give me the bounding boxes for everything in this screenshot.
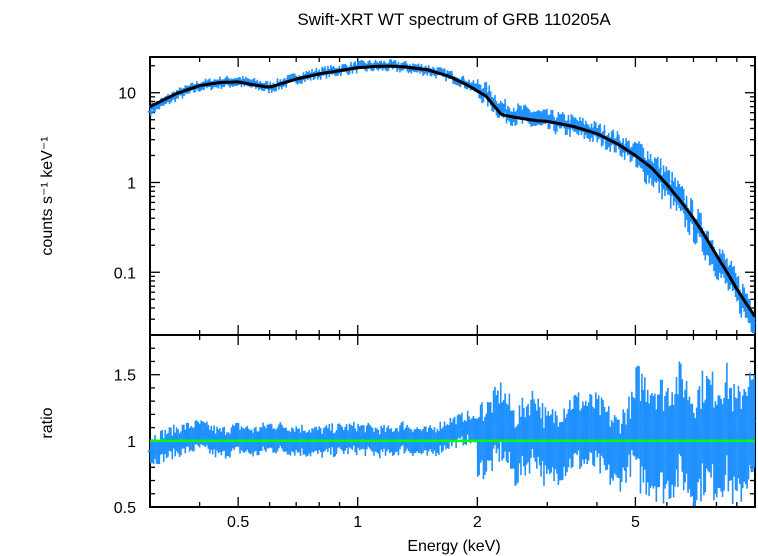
y-tick-label: 1 (127, 434, 136, 451)
y-axis-label-ratio: ratio (39, 407, 56, 438)
y-tick-label: 1 (127, 175, 136, 192)
ratio-panel: 0.5 1 1.5 0.5 1 2 5 (114, 334, 756, 531)
spectrum-y-tick-labels: 0.1 1 10 (114, 86, 136, 283)
x-tick-label: 0.5 (227, 514, 249, 531)
spectrum-model-curve (149, 64, 757, 318)
chart-title: Swift-XRT WT spectrum of GRB 110205A (297, 10, 611, 29)
y-tick-label: 0.1 (114, 265, 136, 282)
x-axis-label: Energy (keV) (407, 538, 500, 555)
x-tick-label: 1 (353, 514, 362, 531)
ratio-y-tick-labels: 0.5 1 1.5 (114, 368, 136, 517)
y-tick-label: 10 (118, 86, 136, 103)
x-tick-labels: 0.5 1 2 5 (227, 514, 640, 531)
ratio-data-points (147, 361, 756, 506)
x-tick-label: 5 (631, 514, 640, 531)
spectrum-panel: 0.1 1 10 (114, 56, 757, 336)
x-tick-label: 2 (473, 514, 482, 531)
y-axis-label-spectrum: counts s⁻¹ keV⁻¹ (39, 136, 56, 255)
y-tick-label: 0.5 (114, 500, 136, 517)
y-tick-label: 1.5 (114, 368, 136, 385)
spectrum-data-points (147, 59, 756, 334)
